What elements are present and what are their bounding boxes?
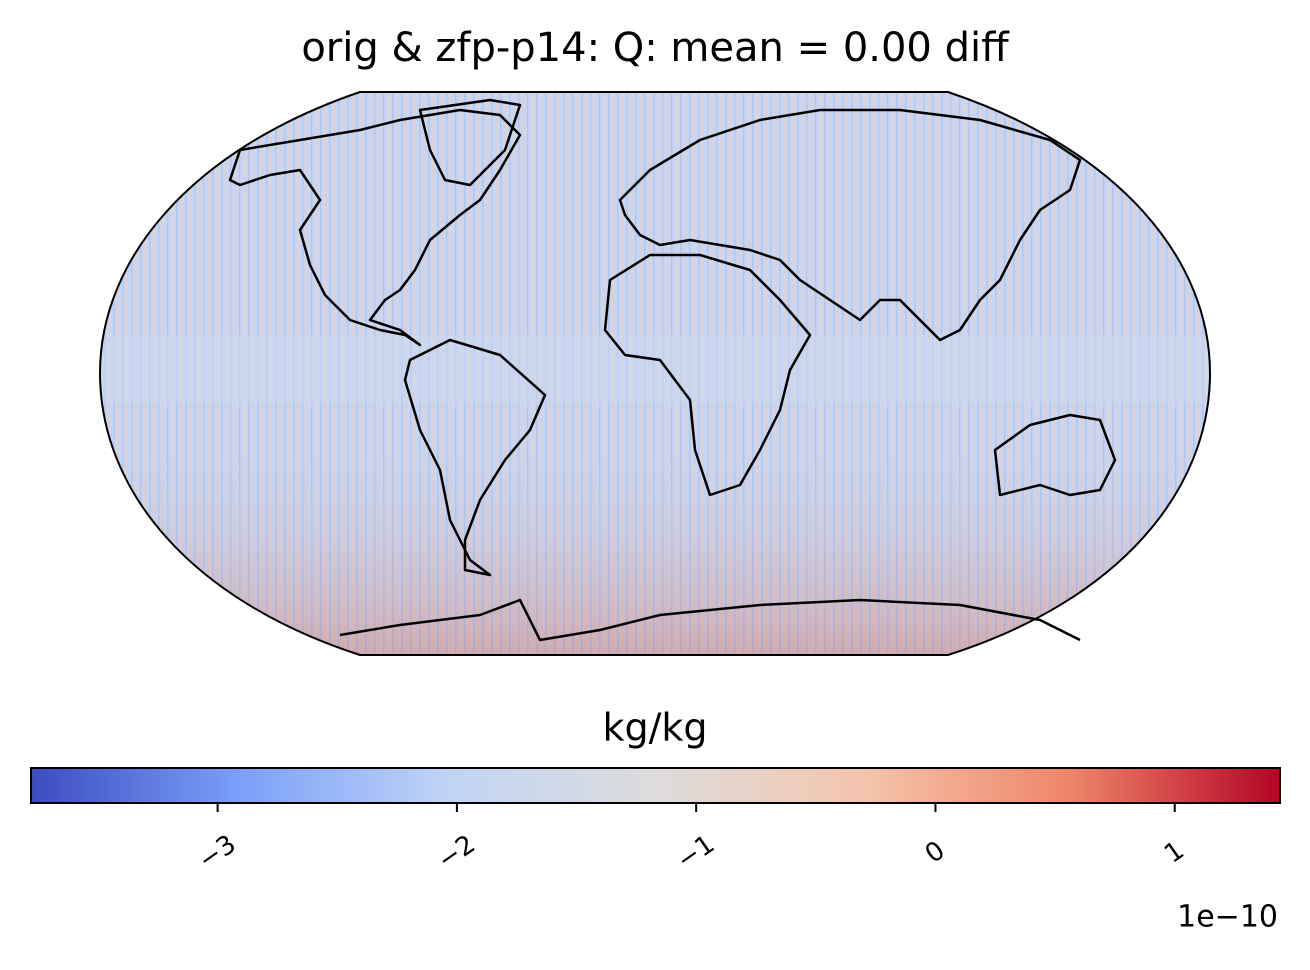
colorbar-tick-label: −2 — [432, 829, 481, 876]
colorbar-tick-label: −3 — [193, 829, 242, 876]
map-field — [100, 92, 1210, 655]
colorbar-label: kg/kg — [602, 706, 707, 750]
colorbar-tick-label: 1 — [1159, 836, 1190, 870]
greenland — [418, 98, 522, 187]
eurasia — [618, 108, 1082, 342]
map-boundary — [98, 91, 1212, 656]
map-equator-band — [100, 335, 1210, 405]
north-america — [228, 108, 522, 347]
chart-title: orig & zfp-p14: Q: mean = 0.00 diff — [301, 25, 1010, 71]
coastlines — [228, 98, 1117, 642]
colorbar — [30, 767, 1281, 804]
south-america — [403, 338, 547, 577]
colorbar-tick-label: −1 — [672, 829, 721, 876]
antarctica — [339, 598, 1081, 642]
colorbar-offset: 1e−10 — [1177, 900, 1278, 935]
australia — [993, 413, 1117, 497]
colorbar-tick-label: 0 — [920, 836, 951, 870]
africa — [603, 253, 812, 497]
